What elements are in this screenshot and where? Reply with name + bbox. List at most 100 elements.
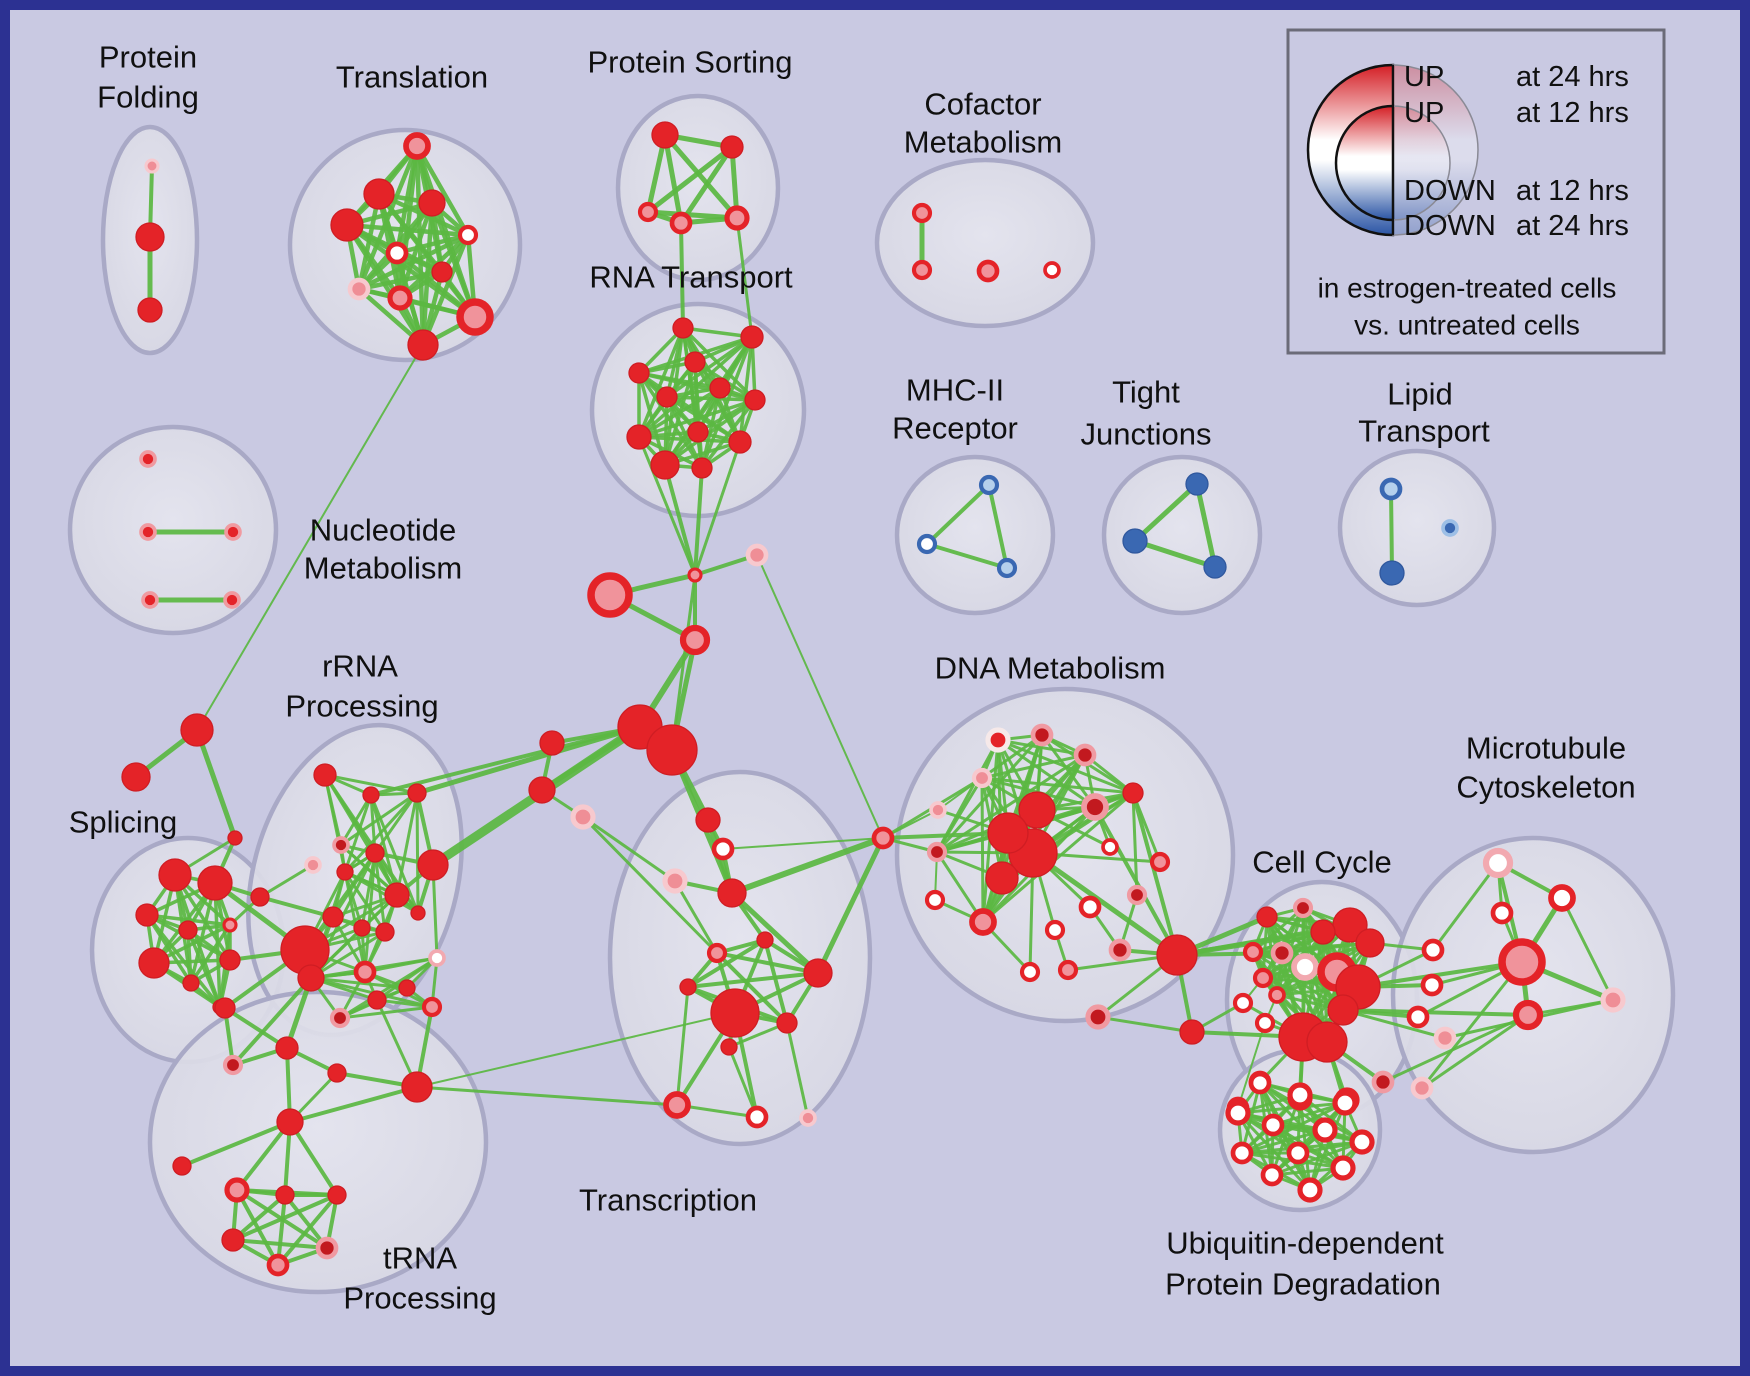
network-node-m2: [587, 572, 633, 618]
network-node-c19: [1420, 973, 1444, 997]
network-node-ub5: [1312, 1117, 1338, 1143]
network-node-r3: [628, 362, 650, 384]
network-edge: [756, 554, 884, 839]
cluster-label-transcription: Transcription: [579, 1183, 757, 1218]
cluster-ellipse-protein-sorting: [615, 93, 781, 283]
cluster-label-tight-junctions: Tight: [1112, 375, 1180, 410]
network-edge: [414, 143, 471, 238]
network-node-c23: [1410, 1076, 1434, 1100]
network-node-c0: [1256, 906, 1278, 928]
cluster-label-dna-metabolism: DNA Metabolism: [935, 651, 1166, 686]
network-edge: [735, 216, 754, 339]
network-node-d7: [1018, 791, 1056, 829]
network-edge: [231, 1193, 339, 1242]
network-node-tr2: [275, 1036, 299, 1060]
network-edge: [339, 793, 373, 847]
network-node-c1: [1292, 897, 1314, 919]
network-edge: [1341, 1008, 1447, 1040]
network-edge: [925, 483, 991, 546]
network-node-rr6: [365, 843, 385, 863]
network-edge: [645, 144, 735, 215]
network-edge: [815, 835, 886, 976]
cluster-label-microtubule-cytoskeleton: Microtubule: [1466, 731, 1626, 766]
network-node-rr8: [384, 882, 410, 908]
network-node-sp0: [158, 858, 192, 892]
network-edge: [935, 776, 984, 854]
network-edge: [1356, 960, 1524, 989]
network-node-d23: [1156, 934, 1198, 976]
network-edge: [663, 463, 697, 577]
network-node-l1: [1379, 560, 1405, 586]
network-node-d11: [1101, 838, 1119, 856]
network-node-ub1: [1287, 1082, 1313, 1108]
network-node-c11: [1268, 986, 1286, 1004]
network-node-t4: [457, 224, 479, 246]
network-edge: [715, 951, 820, 975]
network-edge: [323, 773, 419, 795]
network-edge: [673, 879, 719, 955]
cluster-label-microtubule-cytoskeleton: Cytoskeleton: [1456, 770, 1635, 805]
network-node-sp2: [135, 903, 159, 927]
network-node-rr0: [313, 763, 337, 787]
network-node-rr18: [398, 979, 416, 997]
network-node-x3: [717, 878, 747, 908]
network-node-d14: [926, 841, 948, 863]
network-edge: [980, 733, 1044, 780]
network-node-c21: [1433, 1026, 1457, 1050]
network-node-sp4: [222, 917, 238, 933]
network-edge: [637, 371, 757, 402]
network-node-c22: [1371, 1070, 1395, 1094]
network-node-ub2: [1332, 1090, 1358, 1116]
network-edge: [1194, 481, 1218, 570]
network-node-d1: [1030, 723, 1054, 747]
network-edge: [663, 398, 757, 467]
network-node-pf0: [144, 158, 160, 174]
cluster-label-splicing: Splicing: [69, 805, 178, 840]
legend-note: in estrogen-treated cells: [1318, 273, 1617, 304]
cluster-label-trna-processing: tRNA: [383, 1241, 457, 1276]
network-node-d25: [1085, 1004, 1111, 1030]
network-node-rr1: [362, 786, 380, 804]
network-edge: [1096, 1015, 1194, 1034]
network-edge: [369, 793, 420, 915]
network-node-m0: [687, 567, 703, 583]
legend-box: [1286, 28, 1666, 355]
network-node-h0: [978, 474, 1000, 496]
legend-time-label: at 24 hrs: [1516, 61, 1629, 93]
network-edge: [288, 1085, 419, 1124]
network-edge: [700, 386, 722, 470]
network-edge: [231, 976, 313, 1067]
network-node-d15: [924, 889, 946, 911]
network-node-m4: [539, 730, 565, 756]
network-edge: [637, 326, 685, 439]
network-edge: [729, 890, 821, 976]
network-node-hub2: [646, 724, 698, 776]
network-edge: [738, 335, 754, 444]
network-node-sp9: [250, 887, 270, 907]
network-node-u7: [1512, 999, 1544, 1031]
cluster-label-cofactor-metabolism: Cofactor: [924, 87, 1041, 122]
cluster-label-trna-processing: Processing: [343, 1281, 496, 1316]
network-edge: [1251, 906, 1305, 954]
network-node-n1: [139, 523, 157, 541]
network-node-u2: [1490, 901, 1514, 925]
network-node-ub9: [1330, 1155, 1356, 1181]
network-node-r5: [656, 386, 678, 408]
network-edge: [1420, 1013, 1530, 1090]
network-node-ub7: [1230, 1141, 1254, 1165]
network-node-rr11: [375, 922, 395, 942]
network-node-r2: [684, 351, 706, 373]
network-node-p2: [637, 201, 659, 223]
network-node-d17: [1078, 895, 1102, 919]
network-edge: [763, 938, 789, 1025]
cluster-label-tight-junctions: Junctions: [1081, 417, 1212, 452]
network-edge: [258, 863, 315, 899]
network-edge: [925, 542, 1009, 570]
network-edge: [996, 738, 1097, 809]
legend-time-label: at 24 hrs: [1516, 210, 1629, 242]
network-node-tr8: [275, 1185, 295, 1205]
network-edge: [637, 435, 697, 577]
network-node-ub8: [1286, 1141, 1310, 1165]
